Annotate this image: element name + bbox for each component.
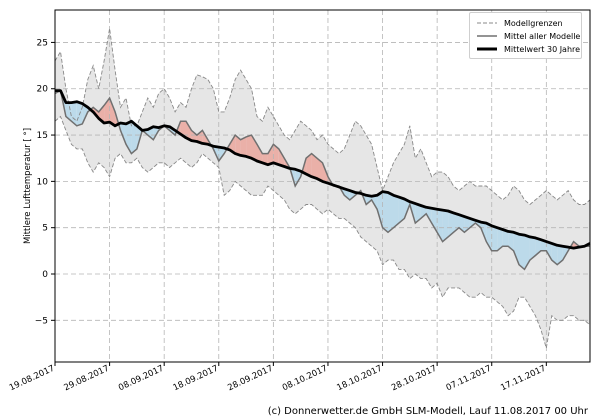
cold-anomaly-fill bbox=[524, 235, 530, 270]
warm-anomaly-fill bbox=[109, 98, 116, 126]
cold-anomaly-fill bbox=[431, 208, 438, 233]
cold-anomaly-fill bbox=[131, 121, 137, 154]
cold-anomaly-fill bbox=[366, 195, 372, 205]
legend-item-mittelwert-30-jahre: Mittelwert 30 Jahre bbox=[476, 43, 580, 55]
cold-anomaly-fill bbox=[295, 169, 301, 186]
x-axis-ticks: 19.08.2017 29.08.2017 08.09.2017 18.09.2017… bbox=[8, 362, 548, 393]
x-tick-label: 08.09.2017 bbox=[117, 364, 165, 394]
warm-anomaly-fill bbox=[311, 153, 317, 179]
model-range-band bbox=[55, 28, 590, 349]
cold-anomaly-fill bbox=[393, 195, 399, 228]
model-upper-limit-line bbox=[54, 28, 591, 206]
warm-anomaly-fill bbox=[196, 130, 203, 144]
cold-anomaly-fill bbox=[377, 191, 383, 228]
cold-anomaly-fill bbox=[442, 210, 449, 242]
cold-anomaly-fill bbox=[513, 232, 519, 265]
legend-label: Modellgrenzen bbox=[504, 18, 563, 28]
y-tick-label: −5 bbox=[35, 316, 48, 326]
black-line-swatch-icon bbox=[477, 47, 497, 51]
legend-label: Mittelwert 30 Jahre bbox=[504, 44, 581, 54]
warm-anomaly-fill bbox=[251, 135, 257, 161]
cold-anomaly-fill bbox=[551, 243, 558, 265]
legend: Modellgrenzen Mittel aller Modelle Mitte… bbox=[469, 12, 582, 59]
y-axis-ticks: −5 0 5 10 15 20 25 bbox=[35, 38, 55, 326]
warm-anomaly-fill bbox=[257, 144, 263, 163]
cold-anomaly-fill bbox=[546, 241, 552, 261]
warm-anomaly-fill bbox=[273, 144, 279, 165]
warm-anomaly-fill bbox=[235, 135, 241, 156]
cold-anomaly-fill bbox=[557, 245, 563, 265]
x-tick-label: 19.08.2017 bbox=[8, 364, 56, 394]
cold-anomaly-fill bbox=[491, 225, 498, 251]
x-tick-label: 07.11.2017 bbox=[445, 364, 493, 394]
climate-mean-line bbox=[55, 89, 591, 250]
x-tick-label: 18.09.2017 bbox=[172, 364, 220, 394]
model-mean-line bbox=[54, 89, 590, 271]
legend-item-mittel-aller-modelle: Mittel aller Modelle bbox=[476, 30, 580, 42]
warm-anomaly-fill bbox=[240, 136, 247, 157]
cold-anomaly-fill bbox=[426, 207, 432, 224]
warm-anomaly-fill bbox=[246, 135, 252, 159]
cold-anomaly-fill bbox=[508, 231, 514, 251]
x-tick-label: 18.10.2017 bbox=[335, 364, 383, 394]
warm-anomaly-fill bbox=[191, 130, 197, 142]
plot-fills bbox=[55, 28, 590, 349]
x-tick-label: 17.11.2017 bbox=[499, 364, 547, 394]
cold-anomaly-fill bbox=[420, 205, 427, 219]
warm-anomaly-fill bbox=[306, 153, 312, 177]
warm-anomaly-fill bbox=[229, 135, 236, 154]
x-tick-label: 28.10.2017 bbox=[390, 364, 438, 394]
warm-anomaly-fill bbox=[186, 121, 192, 141]
legend-label: Mittel aller Modelle bbox=[504, 31, 581, 41]
plot-frame bbox=[54, 9, 591, 363]
model-lower-limit-line bbox=[54, 115, 591, 349]
y-tick-label: 25 bbox=[37, 38, 48, 48]
cold-anomaly-fill bbox=[382, 191, 388, 233]
x-tick-label: 28.09.2017 bbox=[226, 364, 274, 394]
copyright-credit: (c) Donnerwetter.de GmbH SLM-Modell, Lau… bbox=[267, 406, 588, 417]
cold-anomaly-fill bbox=[398, 197, 405, 224]
cold-anomaly-fill bbox=[502, 229, 509, 247]
cold-anomaly-fill bbox=[529, 236, 536, 261]
warm-anomaly-fill bbox=[278, 148, 285, 167]
y-tick-label: 0 bbox=[42, 270, 48, 280]
cold-anomaly-fill bbox=[82, 103, 88, 124]
cold-anomaly-fill bbox=[415, 203, 421, 224]
cold-anomaly-fill bbox=[519, 234, 525, 270]
cold-anomaly-fill bbox=[497, 227, 503, 251]
plot-border bbox=[54, 9, 591, 363]
cold-anomaly-fill bbox=[448, 211, 454, 237]
y-tick-label: 15 bbox=[37, 131, 48, 141]
cold-anomaly-fill bbox=[388, 192, 394, 233]
series-lines bbox=[54, 28, 591, 349]
warm-anomaly-fill bbox=[317, 158, 323, 182]
x-tick-label: 08.10.2017 bbox=[281, 364, 329, 394]
gray-line-swatch-icon bbox=[477, 35, 497, 37]
y-axis-label: Mittlere Lufttemperatur [ °] bbox=[23, 128, 33, 244]
y-tick-label: 10 bbox=[37, 177, 49, 187]
warm-anomaly-fill bbox=[267, 144, 274, 165]
legend-item-modellgrenzen: Modellgrenzen bbox=[476, 17, 563, 29]
cold-anomaly-fill bbox=[218, 147, 225, 161]
y-tick-label: 20 bbox=[37, 85, 49, 95]
dashed-line-swatch-icon bbox=[477, 22, 497, 24]
x-tick-label: 29.08.2017 bbox=[63, 364, 111, 394]
y-tick-label: 5 bbox=[42, 224, 48, 234]
